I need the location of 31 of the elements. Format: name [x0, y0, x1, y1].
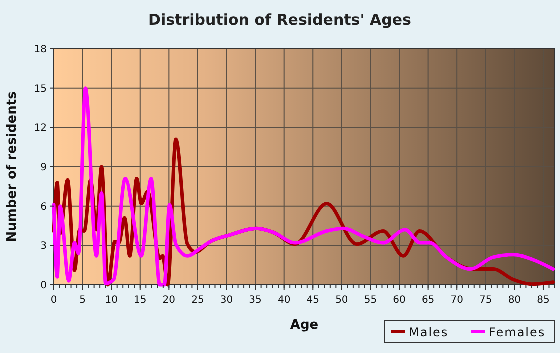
x-tick-label: 5 — [80, 295, 86, 306]
legend-label: Males — [409, 326, 449, 340]
x-tick-label: 50 — [336, 295, 348, 306]
x-tick-label: 10 — [105, 295, 118, 306]
y-tick-label: 3 — [40, 241, 47, 252]
x-tick-label: 35 — [249, 295, 262, 306]
x-tick-label: 65 — [422, 295, 435, 306]
y-tick-label: 0 — [40, 280, 47, 292]
y-tick-label: 6 — [40, 202, 47, 213]
chart-title: Distribution of Residents' Ages — [148, 11, 412, 29]
x-tick-label: 55 — [364, 295, 378, 306]
x-tick-label: 45 — [306, 295, 320, 306]
y-tick-label: 15 — [34, 84, 47, 95]
x-tick-label: 25 — [192, 295, 204, 306]
y-tick-label: 18 — [34, 44, 47, 56]
x-tick-label: 40 — [278, 295, 291, 306]
y-tick-label: 12 — [34, 123, 47, 134]
x-tick-label: 60 — [393, 295, 406, 306]
y-tick-label: 9 — [40, 162, 47, 174]
y-axis-title: Number of residents — [5, 91, 20, 242]
legend-label: Females — [489, 326, 546, 340]
x-tick-label: 75 — [480, 295, 492, 306]
x-tick-label: 85 — [537, 295, 550, 306]
line-series — [52, 86, 556, 287]
x-axis-title: Age — [290, 318, 319, 333]
x-tick-label: 15 — [134, 295, 147, 306]
x-tick-label: 0 — [50, 295, 58, 306]
x-tick-label: 80 — [508, 295, 522, 306]
x-tick-label: 70 — [450, 295, 464, 306]
x-tick-label: 30 — [220, 295, 234, 306]
x-tick-label: 20 — [162, 295, 176, 306]
